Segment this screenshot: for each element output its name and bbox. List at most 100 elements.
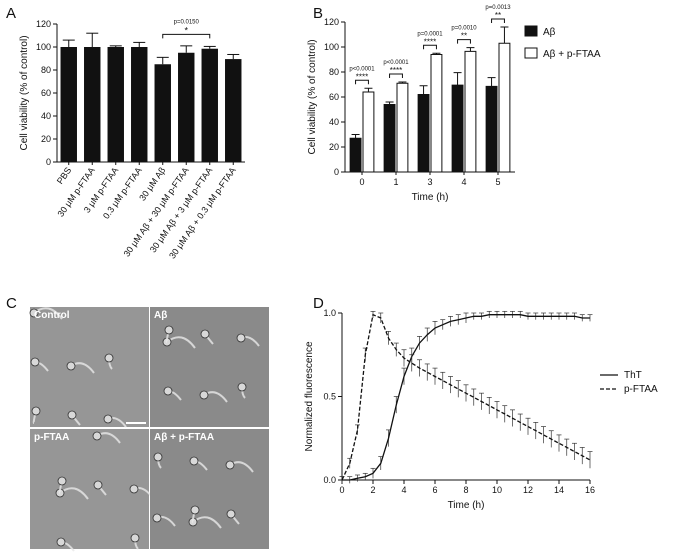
x-tick-label: 8 <box>463 485 468 495</box>
p-value: p<0.0001 <box>383 60 409 66</box>
cell-body <box>130 533 140 543</box>
cell-body <box>200 329 210 339</box>
y-tick-label: 20 <box>41 134 51 144</box>
bar <box>178 52 195 162</box>
stars: **** <box>356 72 368 81</box>
cell-body <box>92 431 102 441</box>
cell-body <box>129 484 139 494</box>
micrograph-label: p-FTAA <box>34 432 69 443</box>
bar <box>60 47 77 162</box>
micrographs: Control Aβ p-FTAA Aβ + p-FTAA <box>29 307 269 552</box>
legend-label: Aβ <box>543 27 556 38</box>
y-tick-label: 80 <box>41 65 51 75</box>
micrograph-label: Aβ + p-FTAA <box>154 432 214 443</box>
cell-body <box>29 308 39 318</box>
cell-body <box>104 353 114 363</box>
line <box>342 314 590 481</box>
x-tick-label: 2 <box>370 485 375 495</box>
y-axis-label: Cell viability (% of control) <box>19 35 30 150</box>
y-axis-label: Cell viability (% of control) <box>307 39 318 154</box>
x-tick-label: 16 <box>585 485 595 495</box>
y-tick-label: 100 <box>36 42 51 52</box>
stars: * <box>184 25 188 35</box>
bar <box>451 84 464 173</box>
y-tick-label: 20 <box>329 142 339 152</box>
bar <box>396 82 409 173</box>
y-tick-label: 0 <box>46 157 51 167</box>
bar <box>107 47 124 162</box>
bar <box>485 85 498 173</box>
y-tick-label: 80 <box>329 67 339 77</box>
panel-letter: B <box>313 5 323 22</box>
x-tick-label: 6 <box>432 485 437 495</box>
panel-letter: D <box>313 295 324 312</box>
micrograph <box>150 429 269 549</box>
cell-body <box>30 357 40 367</box>
y-tick-label: 0.0 <box>323 475 336 485</box>
significance-bracket <box>389 73 403 78</box>
micrograph <box>150 307 269 427</box>
y-tick-label: 120 <box>324 17 339 27</box>
bar <box>464 50 477 173</box>
cell-body <box>199 390 209 400</box>
panel-letter: C <box>6 295 17 312</box>
cell-body <box>31 406 41 416</box>
cell-body <box>237 382 247 392</box>
x-tick-label: PBS <box>55 165 74 185</box>
stars: ** <box>461 32 467 41</box>
x-tick-label: 5 <box>495 177 500 187</box>
y-tick-label: 40 <box>329 117 339 127</box>
cell-body <box>152 513 162 523</box>
cell-body <box>153 452 163 462</box>
significance-bracket <box>457 39 471 44</box>
y-axis-label: Normalized fluorescence <box>304 341 315 451</box>
cell-body <box>103 414 113 424</box>
significance-bracket <box>355 79 369 85</box>
cell-body <box>56 537 66 547</box>
p-value: p<0.0001 <box>349 66 375 72</box>
x-tick-label: 10 <box>492 485 502 495</box>
significance-bracket <box>162 33 211 39</box>
micrograph-label: Aβ <box>154 310 167 321</box>
x-tick-label: 0 <box>339 485 344 495</box>
y-tick-label: 120 <box>36 19 51 29</box>
y-tick-label: 60 <box>41 88 51 98</box>
bar <box>417 94 430 173</box>
cell-body <box>67 410 77 420</box>
bar <box>131 47 148 162</box>
p-value: p=0.0013 <box>485 5 511 11</box>
y-tick-label: 1.0 <box>323 308 336 318</box>
y-tick-label: 0 <box>334 167 339 177</box>
x-tick-label: 4 <box>461 177 466 187</box>
stars: **** <box>424 37 436 46</box>
legend-swatch <box>524 25 538 37</box>
y-tick-label: 100 <box>324 42 339 52</box>
x-tick-label: 0 <box>359 177 364 187</box>
line <box>341 313 591 481</box>
significance-bracket <box>491 18 505 23</box>
cell-body <box>226 509 236 519</box>
bar <box>201 48 218 162</box>
stars: ** <box>495 11 501 20</box>
micrograph <box>30 429 149 549</box>
x-tick-label: 1 <box>393 177 398 187</box>
bar <box>154 64 171 162</box>
x-tick-label: 4 <box>401 485 406 495</box>
cell-body <box>93 480 103 490</box>
cell-body <box>163 386 173 396</box>
bar <box>84 47 101 162</box>
panel-letter: A <box>6 5 16 22</box>
cell-body <box>190 505 200 515</box>
cell-body <box>236 333 246 343</box>
bar <box>498 42 511 173</box>
bar <box>225 59 242 163</box>
p-value: p=0.0001 <box>417 31 443 37</box>
bar <box>349 137 362 173</box>
cell-body <box>164 325 174 335</box>
significance-bracket <box>423 44 437 50</box>
cell-body <box>189 456 199 466</box>
cell-body <box>225 460 235 470</box>
cell-body <box>66 361 76 371</box>
